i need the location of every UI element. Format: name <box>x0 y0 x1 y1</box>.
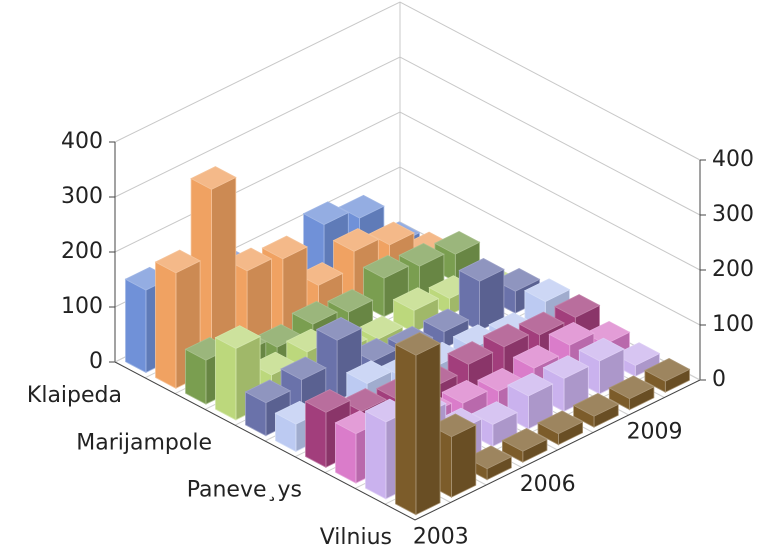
bar-top <box>608 375 655 400</box>
bar-top <box>357 315 404 340</box>
bar <box>394 332 441 516</box>
bar-top <box>345 360 393 384</box>
bar-top <box>190 166 237 190</box>
bar-top <box>524 278 571 302</box>
floor-edge <box>114 361 701 521</box>
bar-top <box>302 201 350 225</box>
x-tick-label: 2003 <box>413 524 469 548</box>
bar <box>458 258 505 332</box>
bar-face <box>215 336 237 421</box>
bar <box>572 393 620 428</box>
y-tick-label: 100 <box>61 294 103 319</box>
bar-top <box>315 317 363 341</box>
bar <box>422 308 470 349</box>
bar-top <box>304 389 351 413</box>
bar-top <box>338 194 385 219</box>
bar-top <box>434 230 481 255</box>
bar-top <box>332 228 380 252</box>
bar <box>644 358 691 393</box>
y-tick-label: 200 <box>712 257 754 282</box>
bar-top <box>430 413 477 438</box>
bar-top <box>447 341 494 365</box>
y-tick-label: 300 <box>712 202 754 227</box>
bar-top <box>225 247 273 272</box>
y-tick-label: 0 <box>89 349 103 374</box>
bar-top <box>422 308 470 333</box>
bar-top <box>291 300 338 325</box>
bar-top <box>244 379 291 404</box>
bar-top <box>512 344 560 369</box>
bar <box>154 249 201 389</box>
x-tick-label: 2009 <box>627 419 683 444</box>
bar-top <box>482 323 530 348</box>
y-tick-label: 300 <box>61 184 103 209</box>
bar-top <box>394 332 441 356</box>
bar-top <box>614 342 661 366</box>
depth-label: Marijampole <box>76 430 212 455</box>
y-tick-label: 100 <box>712 312 754 337</box>
bar-top <box>297 262 344 286</box>
bar-top <box>154 249 201 274</box>
grid-line <box>114 1 701 161</box>
bar-top <box>441 379 488 404</box>
bar-face <box>395 343 417 516</box>
depth-label: Klaipeda <box>27 383 122 408</box>
bar-top <box>340 388 387 412</box>
bar-top <box>392 287 440 311</box>
bar <box>507 372 554 430</box>
bar <box>537 410 584 446</box>
bar-face <box>155 261 177 389</box>
bar-top <box>554 294 601 318</box>
bar-top <box>501 428 548 452</box>
bar-top <box>507 372 554 397</box>
bar-top <box>280 356 327 381</box>
bar-face <box>365 410 387 500</box>
bar-top <box>368 221 415 246</box>
bar-top <box>362 254 410 279</box>
bar-top <box>542 355 590 379</box>
bar-top <box>572 393 620 417</box>
y-tick-label: 200 <box>61 239 103 264</box>
bar-top <box>537 410 584 435</box>
x-tick-label: 2006 <box>520 472 576 497</box>
bar-top <box>458 258 505 282</box>
y-tick-label: 0 <box>712 367 726 392</box>
bar-face <box>415 342 441 516</box>
y-tick-label: 400 <box>712 147 754 172</box>
bar-top <box>494 268 541 292</box>
bar <box>578 337 625 395</box>
bar-top <box>548 321 595 346</box>
bar <box>501 428 548 463</box>
bar-face <box>305 400 327 468</box>
bar <box>608 375 655 411</box>
bar-face <box>451 424 477 498</box>
depth-label: Paneve¸ys <box>187 478 302 503</box>
bar-top <box>327 288 374 313</box>
bar-face <box>125 278 147 374</box>
depth-label: Vilnius <box>320 525 392 548</box>
bar-top <box>261 235 308 260</box>
bar-top <box>214 325 261 349</box>
bar-top <box>644 358 691 382</box>
bar-top <box>471 401 518 425</box>
bar-top <box>578 337 625 362</box>
y-tick-label: 400 <box>61 129 103 154</box>
bar-top <box>398 242 445 267</box>
bar-top <box>518 311 565 336</box>
bar-top <box>465 445 513 470</box>
